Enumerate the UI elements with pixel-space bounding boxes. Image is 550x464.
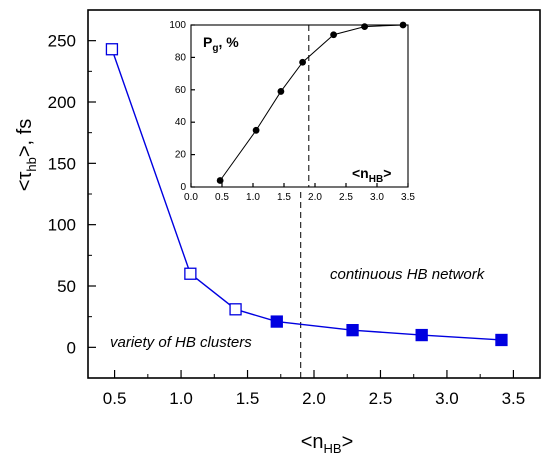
- inset-data-point: [361, 23, 368, 31]
- inset-y-tick-label: 40: [175, 117, 187, 128]
- inset-y-tick-label: 80: [175, 52, 187, 63]
- inset-data-point: [399, 21, 407, 29]
- inset-data-point: [277, 88, 285, 95]
- inset-series: [216, 21, 407, 184]
- main-data-point: [270, 315, 283, 328]
- inset-axis-ticks: 0.0 0.5 1.0 1.5 2.0 2.5 3.0 3.5 0 20 40 60 80 100: [169, 20, 415, 203]
- main-data-point: [415, 328, 428, 342]
- inset-y-tick-label: 0: [180, 182, 186, 193]
- inset-data-point: [252, 126, 260, 134]
- main-y-tick-label: 250: [48, 32, 76, 51]
- inset-y-tick-label: 100: [169, 20, 186, 31]
- inset-data-point: [216, 177, 224, 184]
- inset-data-point: [299, 58, 306, 66]
- main-x-tick-label: 0.5: [103, 389, 127, 408]
- inset-x-tick-label: 3.5: [401, 192, 415, 203]
- inset-y-tick-label: 60: [175, 85, 187, 96]
- main-y-tick-label: 200: [48, 93, 76, 112]
- inset-x-tick-label: 2.5: [339, 192, 353, 203]
- main-y-tick-label: 150: [48, 154, 76, 173]
- inset-plot-frame: [190, 24, 409, 188]
- main-data-point: [105, 43, 119, 56]
- main-data-point: [346, 324, 359, 337]
- inset-data-point: [330, 31, 337, 39]
- inset-x-tick-label: 1.5: [277, 192, 291, 203]
- main-series: [105, 43, 508, 347]
- main-x-tick-label: 3.5: [502, 389, 526, 408]
- inset-x-tick-label: 2.0: [308, 192, 322, 203]
- main-y-tick-label: 50: [57, 277, 76, 296]
- inset-x-tick-label: 0.5: [215, 192, 229, 203]
- inset-y-tick-label: 20: [175, 150, 187, 161]
- main-data-point: [495, 333, 508, 347]
- inset-x-tick-label: 1.0: [246, 192, 260, 203]
- inset-x-tick-label: 0.0: [184, 192, 198, 203]
- main-x-tick-label: 2.5: [369, 389, 393, 408]
- main-data-point: [184, 267, 197, 280]
- main-x-tick-label: 3.0: [435, 389, 459, 408]
- x-axis-title: <nHB>: [301, 431, 354, 456]
- main-data-point: [229, 303, 242, 316]
- inset-frame-rect: [190, 24, 409, 188]
- main-x-tick-label: 2.0: [302, 389, 326, 408]
- main-x-tick-label: 1.0: [169, 389, 193, 408]
- y-axis-title: <τhb>, fs: [14, 119, 39, 191]
- annotation-hb-clusters: variety of HB clusters: [110, 334, 252, 351]
- main-y-tick-label: 0: [67, 338, 76, 357]
- main-x-tick-label: 1.5: [236, 389, 260, 408]
- inset-title: Pg, %: [203, 34, 239, 54]
- annotation-continuous-network: continuous HB network: [330, 266, 486, 283]
- main-y-tick-label: 100: [48, 216, 76, 235]
- inset-x-tick-label: 3.0: [370, 192, 384, 203]
